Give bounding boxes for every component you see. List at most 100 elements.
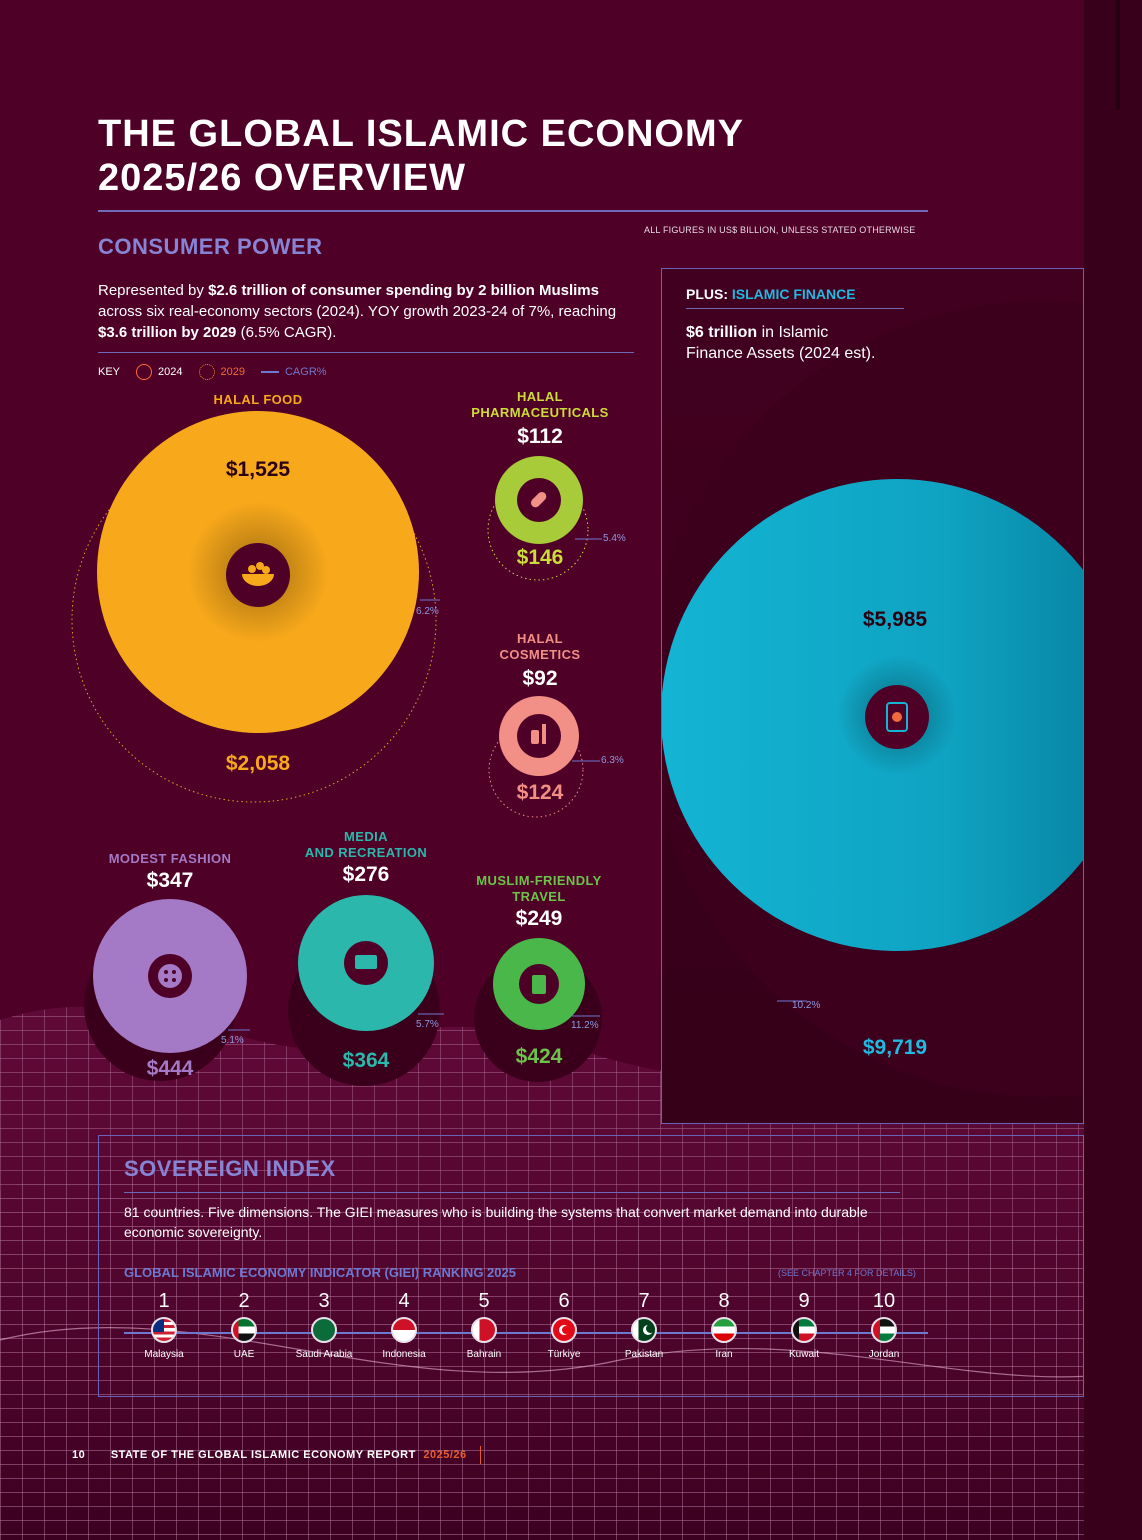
modest-fashion-2029-value: $444 (146, 1057, 194, 1080)
pharma-label-line-1: HALAL (516, 389, 564, 404)
pharma-cagr: 5.4% (603, 533, 626, 544)
country-name: Bahrain (466, 1349, 502, 1360)
travel-label: MUSLIM-FRIENDLY TRAVEL (449, 873, 629, 905)
country-rank: 9 (798, 1290, 810, 1312)
media-2029-value: $364 (342, 1049, 390, 1072)
country-rank: 5 (478, 1290, 490, 1312)
country-item: 4 Indonesia (364, 1290, 444, 1360)
sector-bubbles (71, 411, 602, 1086)
sovereign-text: 81 countries. Five dimensions. The GIEI … (124, 1204, 868, 1240)
pharma-label-line-2: PHARMACEUTICALS (471, 405, 609, 420)
halal-food-2024-value: $1,525 (225, 458, 291, 481)
media-label-line-2: AND RECREATION (304, 845, 428, 860)
pharma-label: HALAL PHARMACEUTICALS (450, 389, 630, 421)
country-rank: 7 (638, 1290, 650, 1312)
country-item: 1 Malaysia (124, 1290, 204, 1360)
intro-part-2: across six real-economy sectors (2024). … (98, 303, 617, 320)
sovereign-index-heading: SOVEREIGN INDEX (124, 1156, 336, 1181)
intro-bold-2: $3.6 trillion by 2029 (98, 324, 237, 341)
country-item: 9 Kuwait (764, 1290, 844, 1360)
country-item: 3 Saudi Arabia (284, 1290, 364, 1360)
key-label: KEY (98, 366, 121, 378)
page-title: THE GLOBAL ISLAMIC ECONOMY 2025/26 OVERV… (98, 112, 898, 200)
cosmetics-cagr: 6.3% (601, 755, 624, 766)
intro-bold-1: $2.6 trillion of consumer spending by 2 … (208, 282, 599, 299)
country-name: Iran (715, 1349, 733, 1360)
turkiye-flag-icon (551, 1317, 577, 1343)
travel-2024-value: $249 (515, 907, 563, 930)
wireframe-wave-background (0, 1006, 1142, 1540)
pakistan-flag-icon (631, 1317, 657, 1343)
finance-text: $6 trillion in Islamic Finance Assets (2… (686, 322, 876, 364)
kuwait-flag-icon (791, 1317, 817, 1343)
key-2024-swatch (136, 364, 153, 380)
report-edition: 2025/26 (423, 1448, 467, 1461)
sovereign-divider (124, 1192, 900, 1193)
country-name: Pakistan (624, 1349, 664, 1360)
modest-fashion-label: MODEST FASHION (108, 851, 232, 866)
country-item: 7 Pakistan (604, 1290, 684, 1360)
country-rank: 6 (558, 1290, 570, 1312)
country-name: Saudi Arabia (295, 1349, 353, 1360)
country-item: 10 Jordan (844, 1290, 924, 1360)
media-cagr: 5.7% (416, 1019, 439, 1030)
country-item: 2 UAE (204, 1290, 284, 1360)
key-cagr-line-icon (260, 371, 279, 373)
modest-fashion-2024-value: $347 (146, 869, 194, 892)
media-2024-value: $276 (342, 863, 390, 886)
finance-plus-label: PLUS: (686, 286, 732, 302)
halal-food-cagr: 6.2% (416, 606, 439, 617)
pharma-2024-value: $112 (517, 425, 563, 448)
country-name: Kuwait (788, 1349, 819, 1360)
consumer-power-heading: CONSUMER POWER (98, 234, 323, 259)
key-2029-label: 2029 (220, 366, 245, 378)
intro-part-1: Represented by (98, 282, 209, 299)
title-divider (98, 210, 928, 212)
country-rank: 2 (238, 1290, 250, 1312)
halal-food-2029-outline (71, 437, 437, 803)
finance-bubble (662, 301, 1083, 1097)
ranking-title: GLOBAL ISLAMIC ECONOMY INDICATOR (GIEI) … (124, 1265, 516, 1280)
intro-divider (98, 352, 634, 353)
uae-flag-icon (231, 1317, 257, 1343)
country-rank: 10 (872, 1290, 896, 1312)
media-label-line-1: MEDIA (344, 829, 388, 844)
country-item: 5 Bahrain (444, 1290, 524, 1360)
country-item: 8 Iran (684, 1290, 764, 1360)
finance-text-rest: in Islamic Finance Assets (2024 est). (686, 324, 876, 362)
page-number: 10 (72, 1448, 86, 1461)
travel-2029-value: $424 (515, 1045, 563, 1068)
legend-key: KEY 2024 2029 CAGR% (98, 364, 327, 380)
iran-flag-icon (711, 1317, 737, 1343)
cosmetics-label: HALAL COSMETICS (460, 631, 620, 663)
right-edge-strip (1084, 0, 1142, 1540)
cosmetics-label-line-2: COSMETICS (499, 647, 581, 662)
footer-divider (480, 1446, 482, 1464)
country-name: Malaysia (144, 1349, 184, 1360)
key-cagr-label: CAGR% (284, 366, 327, 378)
finance-heading: PLUS: ISLAMIC FINANCE (686, 286, 856, 302)
halal-food-2029-value: $2,058 (225, 752, 291, 775)
saudi-arabia-flag-icon (311, 1317, 337, 1343)
report-name: STATE OF THE GLOBAL ISLAMIC ECONOMY REPO… (110, 1448, 416, 1461)
finance-2029-value: $9,719 (862, 1036, 928, 1059)
country-name: UAE (233, 1349, 255, 1360)
country-name: Türkiye (547, 1349, 581, 1360)
finance-divider (686, 308, 904, 309)
see-chapter-note: (SEE CHAPTER 4 FOR DETAILS) (778, 1268, 916, 1278)
consumer-intro-text: Represented by $2.6 trillion of consumer… (98, 280, 638, 343)
travel-label-line-2: TRAVEL (512, 889, 566, 904)
halal-food-label: HALAL FOOD (213, 392, 303, 407)
travel-cagr: 11.2% (571, 1020, 599, 1031)
travel-label-line-1: MUSLIM-FRIENDLY (476, 873, 602, 888)
ranking-line (124, 1332, 928, 1334)
intro-part-3: (6.5% CAGR). (236, 324, 337, 341)
country-name: Jordan (868, 1349, 900, 1360)
title-line-1: THE GLOBAL ISLAMIC ECONOMY (98, 113, 744, 155)
giei-ranking-list: 1 Malaysia 2 UAE 3 Saudi Arabia 4 Indone… (124, 1290, 934, 1370)
page-footer: 10 STATE OF THE GLOBAL ISLAMIC ECONOMY R… (72, 1446, 482, 1464)
pharma-2029-value: $146 (516, 546, 564, 569)
title-line-2: 2025/26 OVERVIEW (98, 157, 467, 199)
modest-fashion-cagr: 5.1% (221, 1035, 244, 1046)
cosmetics-2024-value: $92 (522, 667, 558, 690)
